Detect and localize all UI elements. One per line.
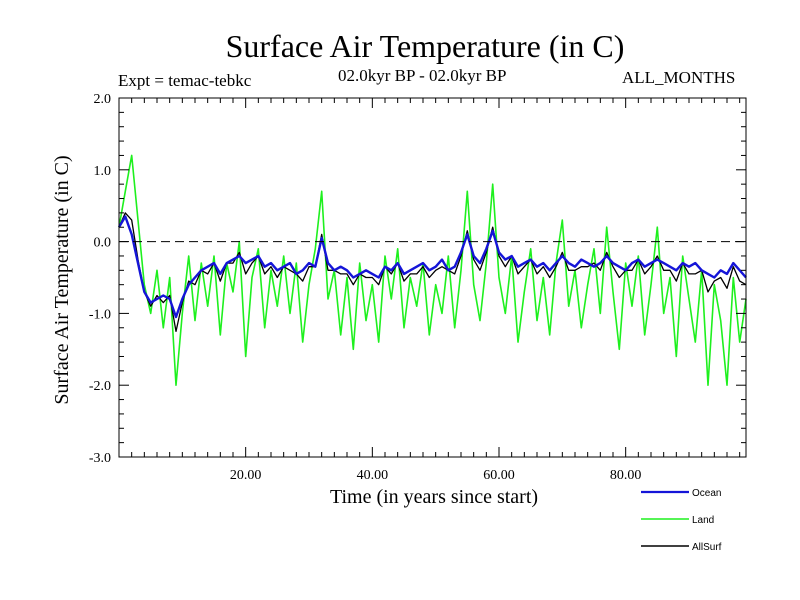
experiment-label: Expt = temac-tebkc (118, 71, 252, 90)
series-line-land (118, 154, 747, 387)
series-line-ocean (117, 215, 747, 319)
x-tick-label: 20.00 (230, 468, 262, 483)
x-axis-label: Time (in years since start) (330, 486, 538, 508)
legend-label-ocean: Ocean (692, 488, 721, 499)
tick-layer (119, 97, 746, 458)
legend-label-allsurf: AllSurf (692, 542, 722, 553)
period-label: 02.0kyr BP - 02.0kyr BP (338, 66, 507, 85)
y-tick-label: -1.0 (89, 307, 111, 322)
label-layer: 20.00 40.00 60.00 80.00 2.0 1.0 0.0 -1.0 -2.0 -3.… (89, 92, 642, 483)
series-line-allsurf (118, 212, 747, 333)
y-tick-label: 0.0 (94, 236, 112, 251)
y-tick-label: -3.0 (89, 451, 111, 466)
legend: Ocean Land AllSurf (641, 488, 722, 553)
legend-label-land: Land (692, 515, 714, 526)
y-tick-label: -2.0 (89, 379, 111, 394)
x-tick-label: 60.00 (483, 468, 515, 483)
series-layer (117, 154, 747, 387)
y-tick-label: 1.0 (94, 164, 112, 179)
y-tick-label: 2.0 (94, 92, 112, 107)
chart-title: Surface Air Temperature (in C) (225, 28, 625, 64)
y-axis-label: Surface Air Temperature (in C) (51, 155, 73, 404)
x-tick-label: 40.00 (357, 468, 389, 483)
plot-frame (118, 97, 747, 458)
x-tick-label: 80.00 (610, 468, 642, 483)
months-label: ALL_MONTHS (622, 68, 736, 87)
